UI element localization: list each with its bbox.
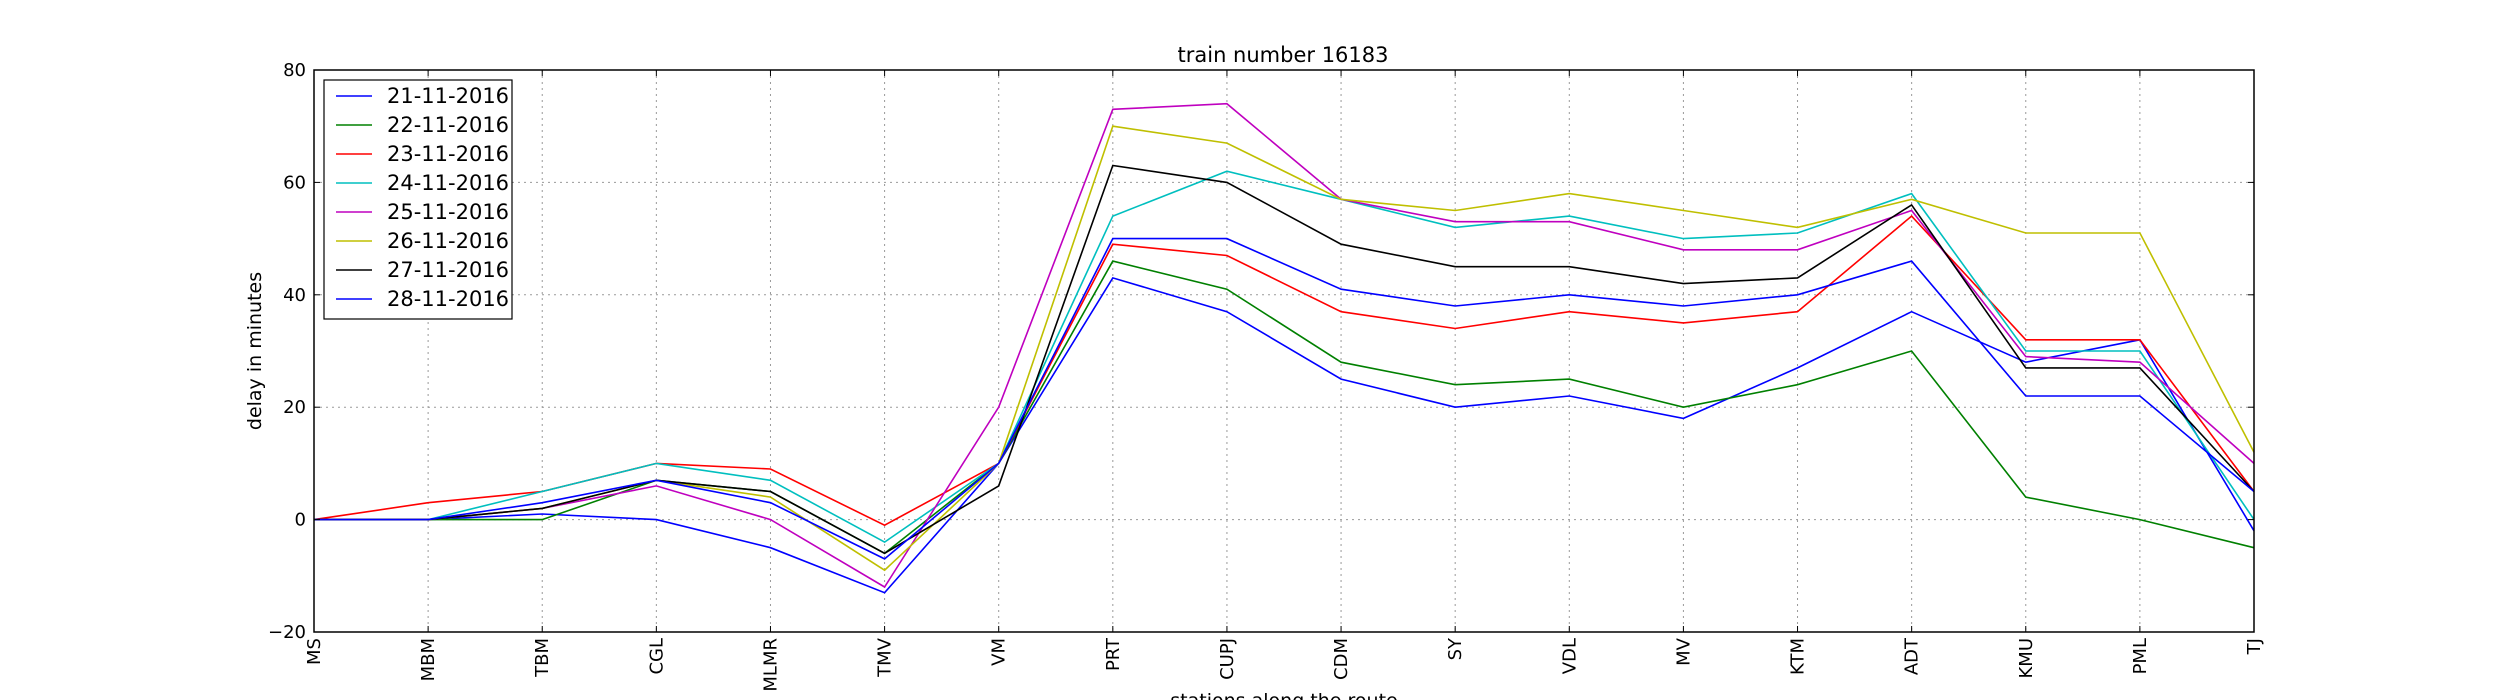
legend-label: 22-11-2016 [387, 113, 509, 137]
y-tick-label: −20 [268, 622, 306, 643]
x-tick-label: KMU [2016, 638, 2037, 679]
y-axis-ticks: −20 0 20 40 60 80 [268, 60, 2254, 643]
series-line-28-11-2016 [314, 237, 2255, 560]
x-tick-label: MS [304, 638, 325, 665]
legend-item: 26-11-2016 [336, 229, 509, 253]
x-tick-label: ADT [1902, 637, 1923, 675]
legend-item: 22-11-2016 [336, 113, 509, 137]
x-axis-ticks: MS MBM TBM CGL MLMR TMV VM PRT CUPJ CDM SY VDL MV KTM… [304, 70, 2265, 692]
y-tick-label: 0 [295, 510, 306, 531]
y-tick-label: 40 [283, 285, 306, 306]
x-tick-label: CDM [1331, 638, 1352, 680]
legend-label: 26-11-2016 [387, 229, 509, 253]
x-tick-label: VM [989, 638, 1010, 666]
y-axis-label: delay in minutes [244, 272, 266, 430]
legend-item: 24-11-2016 [336, 171, 509, 195]
series-line-21-11-2016 [314, 276, 2255, 594]
y-tick-label: 80 [283, 60, 306, 81]
x-tick-label: TJ [2244, 638, 2265, 655]
legend-label: 21-11-2016 [387, 84, 509, 108]
series-line-23-11-2016 [313, 214, 2255, 527]
x-tick-label: MLMR [760, 638, 781, 692]
legend-item: 23-11-2016 [336, 142, 509, 166]
legend-item: 28-11-2016 [336, 287, 509, 311]
chart-title: train number 16183 [1178, 43, 1389, 67]
legend-item: 21-11-2016 [336, 84, 509, 108]
x-tick-label: MBM [418, 638, 439, 681]
legend-box [323, 79, 513, 320]
legend-items: 21-11-2016 22-11-2016 23-11-2016 24-11-2016… [336, 84, 509, 311]
legend: 21-11-2016 22-11-2016 23-11-2016 24-11-2016… [323, 79, 513, 320]
grid [313, 69, 2255, 633]
x-tick-label: CGL [646, 638, 667, 675]
x-axis-label: stations along the route [1170, 690, 1397, 700]
legend-label: 27-11-2016 [387, 258, 509, 282]
series-line-24-11-2016 [314, 170, 2255, 544]
legend-label: 24-11-2016 [387, 171, 509, 195]
x-tick-label: MV [1673, 637, 1694, 666]
legend-item: 25-11-2016 [336, 200, 509, 224]
series-line-22-11-2016 [314, 260, 2255, 555]
legend-label: 28-11-2016 [387, 287, 509, 311]
x-tick-label: KTM [1788, 638, 1809, 675]
x-tick-label: TBM [532, 638, 553, 678]
legend-label: 23-11-2016 [387, 142, 509, 166]
x-tick-label: VDL [1559, 638, 1580, 674]
y-tick-label: 20 [283, 397, 306, 418]
x-tick-label: PRT [1103, 637, 1124, 671]
y-tick-label: 60 [283, 172, 306, 193]
x-tick-label: SY [1445, 637, 1466, 660]
x-tick-label: TMV [875, 637, 896, 678]
series-line-27-11-2016 [314, 164, 2255, 555]
plot-area-frame [313, 69, 2255, 633]
x-tick-label: PML [2130, 638, 2151, 674]
series-line-26-11-2016 [314, 125, 2255, 572]
legend-item: 27-11-2016 [336, 258, 509, 282]
series-line-25-11-2016 [314, 102, 2255, 589]
x-tick-label: CUPJ [1217, 638, 1238, 680]
legend-label: 25-11-2016 [387, 200, 509, 224]
series-lines [313, 102, 2255, 594]
